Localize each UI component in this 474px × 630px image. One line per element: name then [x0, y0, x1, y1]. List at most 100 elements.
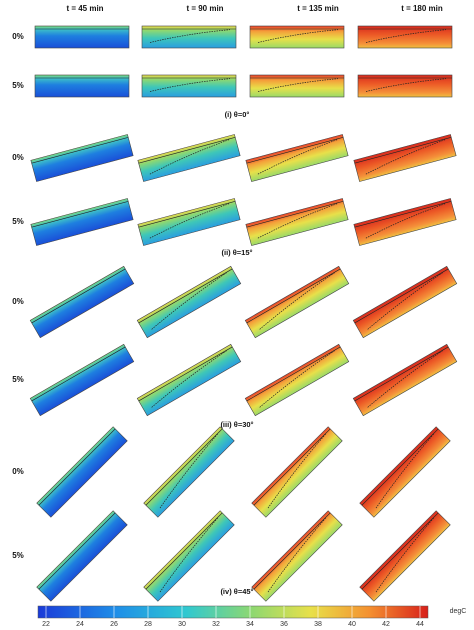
simulation-panel: [249, 74, 345, 98]
melt-front: [149, 139, 230, 175]
melt-front: [159, 433, 219, 509]
melt-front: [257, 78, 339, 92]
temperature-field: [36, 426, 128, 518]
top-edge: [354, 268, 449, 324]
temperature-field: [30, 134, 134, 182]
top-edge: [31, 268, 126, 324]
melt-front: [365, 78, 447, 92]
column-header: t = 135 min: [297, 4, 339, 13]
temperature-field: [353, 198, 457, 246]
row-label: 0%: [12, 32, 24, 41]
simulation-panel: [34, 25, 130, 49]
simulation-panel: [30, 198, 134, 246]
melt-front: [257, 203, 338, 239]
top-edge: [31, 201, 129, 228]
top-edge: [361, 512, 439, 590]
panel-caption: (iv) θ=45°: [220, 587, 253, 596]
temperature-field: [141, 74, 237, 98]
melt-front: [365, 29, 447, 43]
top-edge: [138, 268, 233, 324]
melt-front: [159, 517, 219, 593]
top-edge: [31, 137, 129, 164]
row-label: 5%: [12, 375, 24, 384]
simulation-panel: [136, 343, 242, 417]
simulation-panel: [36, 426, 128, 518]
row-label: 5%: [12, 81, 24, 90]
melt-front: [151, 271, 228, 330]
temperature-field: [143, 510, 235, 602]
temperature-field: [29, 265, 135, 339]
top-edge: [354, 346, 449, 402]
temperature-field: [352, 343, 458, 417]
top-edge: [138, 201, 236, 228]
temperature-field: [359, 426, 451, 518]
simulation-panel: [137, 198, 241, 246]
simulation-panel: [141, 74, 237, 98]
melt-front: [259, 271, 336, 330]
temperature-field: [136, 343, 242, 417]
temperature-field: [244, 265, 350, 339]
simulation-panel: [251, 510, 343, 602]
row-label: 5%: [12, 551, 24, 560]
colorbar-tick-label: 26: [110, 621, 118, 628]
simulation-panel: [30, 134, 134, 182]
colorbar-tick-label: 38: [314, 621, 322, 628]
melt-front: [267, 517, 327, 593]
colorbar-tick-label: 22: [42, 621, 50, 628]
simulation-panel: [244, 265, 350, 339]
top-edge: [246, 268, 341, 324]
temperature-field: [137, 198, 241, 246]
row-label: 5%: [12, 217, 24, 226]
simulation-panel: [245, 134, 349, 182]
top-edge: [38, 512, 116, 590]
simulation-panel: [136, 265, 242, 339]
temperature-field: [34, 74, 130, 98]
simulation-panel: [359, 426, 451, 518]
top-edge: [246, 346, 341, 402]
simulation-panel: [29, 343, 135, 417]
top-edge: [354, 137, 452, 164]
top-edge: [246, 137, 344, 164]
simulation-panel: [34, 74, 130, 98]
column-header: t = 45 min: [66, 4, 103, 13]
melt-front: [375, 517, 435, 593]
colorbar-tick-label: 34: [246, 621, 254, 628]
simulation-panel: [141, 25, 237, 49]
temperature-field: [353, 134, 457, 182]
colorbar-tick-label: 24: [76, 621, 84, 628]
simulation-panel: [357, 25, 453, 49]
melt-front: [151, 349, 228, 408]
top-edge: [138, 137, 236, 164]
temperature-field: [251, 426, 343, 518]
temperature-field: [136, 265, 242, 339]
colorbar-tick-label: 44: [416, 621, 424, 628]
simulation-panel: [36, 510, 128, 602]
simulation-panel: [251, 426, 343, 518]
top-edge: [145, 512, 223, 590]
colorbar-tick-label: 28: [144, 621, 152, 628]
simulation-panel: [357, 74, 453, 98]
temperature-field: [245, 198, 349, 246]
panel-caption: (i) θ=0°: [225, 110, 250, 119]
temperature-field: [359, 510, 451, 602]
colorbar: [37, 605, 429, 619]
temperature-field: [245, 134, 349, 182]
melt-front: [149, 78, 231, 92]
temperature-field: [36, 510, 128, 602]
panel-caption: (ii) θ=15°: [221, 248, 252, 257]
melt-front: [375, 433, 435, 509]
simulation-panel: [353, 198, 457, 246]
temperature-field: [352, 265, 458, 339]
colorbar-tick-label: 30: [178, 621, 186, 628]
temperature-field: [249, 74, 345, 98]
simulation-panel: [143, 426, 235, 518]
melt-front: [365, 203, 446, 239]
melt-front: [149, 203, 230, 239]
colorbar-tick-label: 36: [280, 621, 288, 628]
column-header: t = 90 min: [186, 4, 223, 13]
simulation-panel: [249, 25, 345, 49]
colorbar-unit: degC: [450, 608, 467, 615]
simulation-panel: [244, 343, 350, 417]
colorbar-tick-label: 32: [212, 621, 220, 628]
